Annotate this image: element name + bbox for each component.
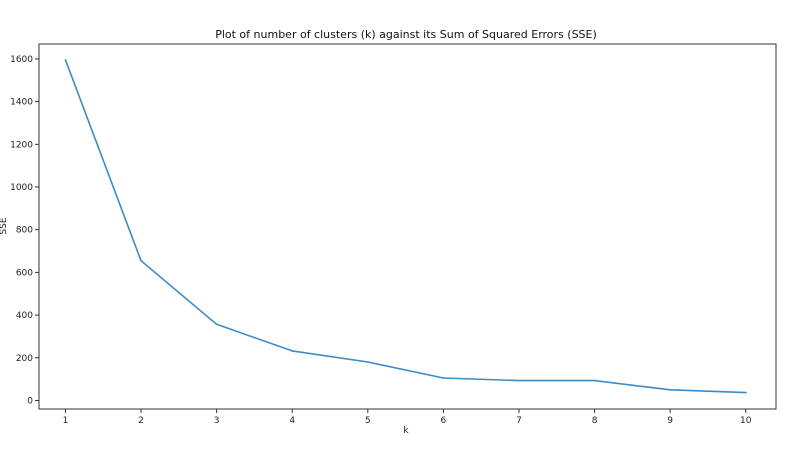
y-tick-label: 1400 xyxy=(10,98,33,108)
x-tick-label: 6 xyxy=(441,416,447,426)
data-point xyxy=(64,59,67,61)
data-point xyxy=(291,350,294,352)
data-point xyxy=(744,391,747,394)
y-tick-label: 400 xyxy=(16,311,33,321)
x-tick-label: 5 xyxy=(365,416,371,426)
x-tick-label: 8 xyxy=(592,416,598,426)
y-tick-label: 0 xyxy=(27,396,33,406)
data-point xyxy=(367,361,369,363)
y-tick-label: 800 xyxy=(16,226,33,236)
plot-area-frame xyxy=(38,43,777,410)
y-tick-label: 1600 xyxy=(10,55,33,65)
x-tick-label: 1 xyxy=(63,416,69,426)
series-layer xyxy=(64,59,747,394)
chart-title: Plot of number of clusters (k) against i… xyxy=(215,28,597,41)
data-point xyxy=(215,323,218,326)
y-tick-label: 1200 xyxy=(10,140,33,150)
y-tick-label: 1000 xyxy=(10,183,33,193)
x-tick-label: 9 xyxy=(667,416,673,426)
x-tick-label: 7 xyxy=(516,416,522,426)
x-tick-label: 3 xyxy=(214,416,220,426)
data-point xyxy=(140,259,142,262)
x-tick-label: 10 xyxy=(740,416,752,426)
x-tick-label: 2 xyxy=(138,416,144,426)
y-tick-label: 600 xyxy=(16,268,33,278)
data-point xyxy=(442,377,445,379)
y-tick-label: 200 xyxy=(16,354,33,364)
x-axis: 1 2 3 4 5 6 7 8 9 10 xyxy=(63,409,752,426)
y-axis: 0 200 400 600 800 1000 1200 1400 1600 xyxy=(10,55,39,406)
data-point xyxy=(518,379,520,382)
y-axis-title: SSE xyxy=(0,217,9,234)
data-point xyxy=(669,388,671,391)
x-tick-label: 4 xyxy=(289,416,295,426)
data-point xyxy=(593,379,596,382)
x-axis-title: k xyxy=(403,426,409,436)
series-line-0 xyxy=(64,59,747,394)
